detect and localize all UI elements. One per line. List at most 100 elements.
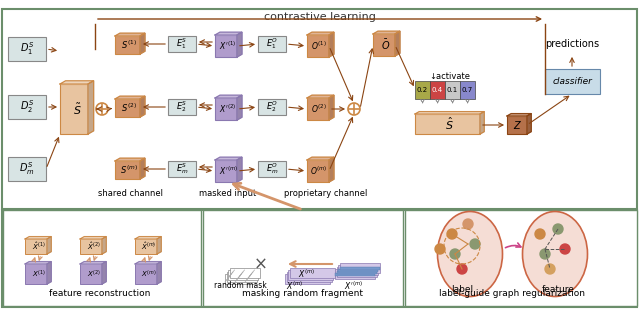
FancyBboxPatch shape (338, 269, 378, 272)
Text: masking random fragment: masking random fragment (243, 290, 364, 298)
Text: $E_m^S$: $E_m^S$ (176, 162, 188, 176)
Polygon shape (329, 32, 334, 57)
Text: $X'^{(m)}$: $X'^{(m)}$ (218, 165, 237, 177)
Text: $\bar{O}$: $\bar{O}$ (381, 38, 390, 52)
Polygon shape (135, 262, 161, 264)
Polygon shape (215, 157, 242, 160)
Polygon shape (157, 262, 161, 284)
Polygon shape (25, 237, 51, 239)
Polygon shape (307, 157, 334, 160)
Text: $O^{(m)}$: $O^{(m)}$ (310, 165, 328, 177)
Circle shape (435, 244, 445, 254)
FancyBboxPatch shape (227, 272, 257, 282)
Polygon shape (237, 32, 242, 57)
Circle shape (535, 229, 545, 239)
Circle shape (447, 229, 457, 239)
Text: $\tilde{S}$: $\tilde{S}$ (73, 101, 81, 116)
FancyBboxPatch shape (215, 35, 237, 57)
Text: $D_1^S$: $D_1^S$ (20, 40, 34, 57)
Text: ↓activate: ↓activate (429, 71, 470, 81)
Polygon shape (215, 32, 242, 35)
FancyBboxPatch shape (445, 81, 460, 99)
Polygon shape (307, 32, 334, 35)
FancyBboxPatch shape (258, 36, 286, 52)
FancyBboxPatch shape (230, 268, 259, 278)
Text: $E_m^O$: $E_m^O$ (266, 162, 278, 176)
Polygon shape (237, 95, 242, 120)
FancyBboxPatch shape (338, 265, 378, 275)
FancyBboxPatch shape (80, 239, 102, 254)
Text: 0.4: 0.4 (432, 87, 443, 93)
FancyBboxPatch shape (507, 116, 527, 134)
Text: 0.1: 0.1 (447, 87, 458, 93)
Text: masked input: masked input (200, 189, 257, 198)
Text: label: label (451, 285, 473, 294)
FancyBboxPatch shape (337, 267, 376, 277)
Polygon shape (480, 112, 484, 134)
Ellipse shape (438, 211, 502, 297)
Circle shape (540, 249, 550, 259)
Text: $\hat{X}^{(1)}$: $\hat{X}^{(1)}$ (32, 240, 46, 252)
FancyBboxPatch shape (289, 268, 335, 278)
Text: shared channel: shared channel (97, 189, 163, 198)
Polygon shape (157, 237, 161, 254)
Text: $X'^{(m)}$: $X'^{(m)}$ (344, 280, 362, 292)
FancyBboxPatch shape (225, 274, 255, 284)
FancyBboxPatch shape (339, 263, 380, 273)
Text: predictions: predictions (545, 39, 599, 49)
Text: $E_1^O$: $E_1^O$ (266, 36, 278, 52)
Text: $X^{(m)}$: $X^{(m)}$ (287, 280, 303, 292)
Circle shape (553, 224, 563, 234)
Text: $X^{(m)}$: $X^{(m)}$ (141, 268, 157, 280)
FancyBboxPatch shape (215, 98, 237, 120)
FancyBboxPatch shape (2, 9, 637, 209)
Text: $S^{(2)}$: $S^{(2)}$ (121, 102, 137, 114)
Circle shape (450, 249, 460, 259)
Text: $\hat{S}$: $\hat{S}$ (445, 116, 453, 132)
FancyBboxPatch shape (287, 272, 332, 282)
Text: $Z$: $Z$ (513, 119, 522, 131)
FancyBboxPatch shape (430, 81, 445, 99)
Circle shape (457, 264, 467, 274)
FancyBboxPatch shape (135, 264, 157, 284)
FancyBboxPatch shape (3, 210, 201, 306)
Polygon shape (507, 114, 531, 116)
Polygon shape (115, 158, 145, 161)
Polygon shape (88, 81, 93, 134)
FancyBboxPatch shape (60, 84, 88, 134)
Text: $D_m^S$: $D_m^S$ (19, 161, 35, 177)
FancyBboxPatch shape (168, 99, 196, 115)
Text: $X^{(1)}$: $X^{(1)}$ (32, 268, 46, 280)
Text: proprietary channel: proprietary channel (284, 189, 368, 198)
Polygon shape (102, 262, 106, 284)
Polygon shape (47, 262, 51, 284)
FancyBboxPatch shape (545, 69, 600, 94)
Polygon shape (527, 114, 531, 134)
Polygon shape (415, 112, 484, 114)
FancyBboxPatch shape (215, 160, 237, 182)
Text: $E_2^S$: $E_2^S$ (176, 99, 188, 114)
Polygon shape (140, 96, 145, 117)
Polygon shape (25, 262, 51, 264)
FancyBboxPatch shape (135, 239, 157, 254)
FancyBboxPatch shape (415, 81, 430, 99)
Circle shape (463, 219, 473, 229)
FancyBboxPatch shape (335, 273, 375, 276)
FancyBboxPatch shape (415, 114, 480, 134)
Text: $\hat{X}^{(m)}$: $\hat{X}^{(m)}$ (141, 240, 157, 252)
FancyBboxPatch shape (168, 36, 196, 52)
Text: $S^{(1)}$: $S^{(1)}$ (121, 39, 137, 51)
Polygon shape (395, 31, 400, 56)
FancyBboxPatch shape (337, 271, 376, 274)
Circle shape (545, 264, 555, 274)
FancyBboxPatch shape (288, 270, 333, 280)
Text: label-guide graph regularization: label-guide graph regularization (439, 290, 585, 298)
Circle shape (470, 239, 480, 249)
Polygon shape (237, 157, 242, 182)
FancyBboxPatch shape (460, 81, 475, 99)
FancyBboxPatch shape (115, 161, 140, 179)
Text: 0.7: 0.7 (462, 87, 473, 93)
FancyBboxPatch shape (8, 95, 46, 119)
Polygon shape (307, 95, 334, 98)
FancyBboxPatch shape (115, 36, 140, 54)
